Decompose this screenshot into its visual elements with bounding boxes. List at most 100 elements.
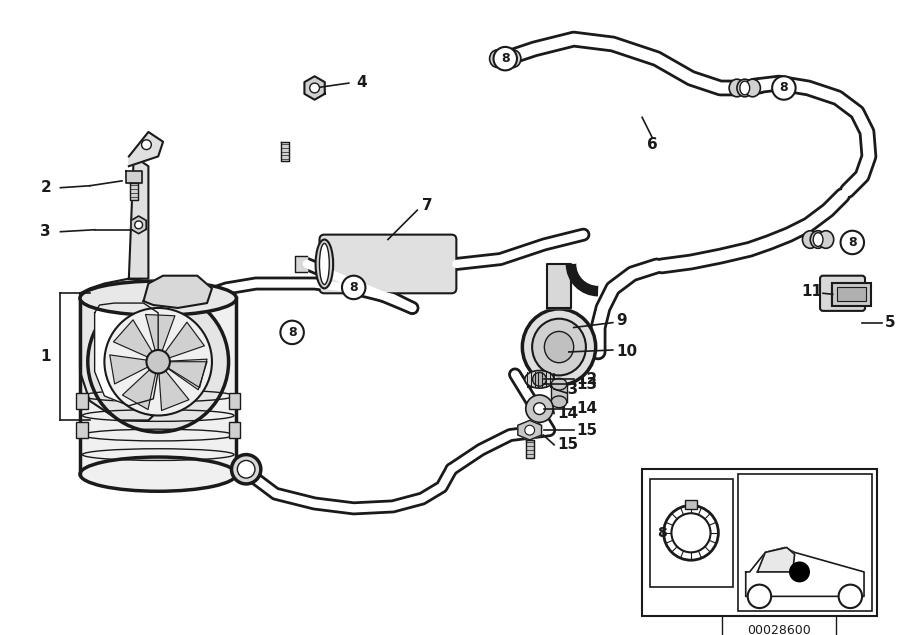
Polygon shape <box>168 359 207 387</box>
Ellipse shape <box>551 378 567 390</box>
Polygon shape <box>518 420 542 440</box>
Ellipse shape <box>525 371 554 388</box>
Text: 1: 1 <box>40 349 51 364</box>
Ellipse shape <box>80 457 237 491</box>
Ellipse shape <box>500 52 510 65</box>
Text: 2: 2 <box>40 180 51 195</box>
Circle shape <box>281 321 304 344</box>
Ellipse shape <box>522 309 596 385</box>
Circle shape <box>526 395 554 422</box>
Bar <box>837 288 866 301</box>
Polygon shape <box>295 256 307 272</box>
Bar <box>650 479 733 587</box>
Polygon shape <box>129 132 163 166</box>
Ellipse shape <box>818 231 833 248</box>
Circle shape <box>789 562 809 582</box>
Circle shape <box>342 276 365 299</box>
FancyBboxPatch shape <box>320 235 456 293</box>
Bar <box>76 422 88 438</box>
Text: 5: 5 <box>885 315 895 330</box>
Text: 15: 15 <box>577 423 598 438</box>
Ellipse shape <box>814 232 823 246</box>
Text: 14: 14 <box>557 406 578 421</box>
FancyBboxPatch shape <box>832 283 871 306</box>
Circle shape <box>533 373 546 386</box>
Ellipse shape <box>505 50 521 67</box>
Text: 8: 8 <box>779 81 788 95</box>
Ellipse shape <box>532 319 586 375</box>
Bar <box>76 393 88 409</box>
Polygon shape <box>282 142 289 161</box>
Ellipse shape <box>80 281 237 316</box>
Circle shape <box>525 425 535 435</box>
Circle shape <box>493 47 517 70</box>
Ellipse shape <box>320 243 329 284</box>
Circle shape <box>141 140 151 150</box>
Polygon shape <box>304 76 325 100</box>
Polygon shape <box>159 371 189 410</box>
Polygon shape <box>94 303 158 406</box>
Polygon shape <box>547 264 571 308</box>
Polygon shape <box>165 322 204 358</box>
Polygon shape <box>131 216 146 234</box>
Bar <box>685 500 697 509</box>
Polygon shape <box>758 547 795 572</box>
Text: 9: 9 <box>616 313 627 328</box>
Ellipse shape <box>803 231 818 248</box>
Ellipse shape <box>231 455 261 484</box>
Text: 11: 11 <box>801 284 822 299</box>
Circle shape <box>534 403 545 415</box>
Ellipse shape <box>745 79 760 97</box>
Text: 14: 14 <box>577 401 598 416</box>
Polygon shape <box>130 183 138 201</box>
Ellipse shape <box>544 331 573 363</box>
Ellipse shape <box>551 396 567 408</box>
Text: 7: 7 <box>422 198 433 213</box>
Text: 13: 13 <box>577 377 598 392</box>
Circle shape <box>104 308 212 415</box>
Text: 00028600: 00028600 <box>747 624 811 635</box>
Text: 12: 12 <box>557 367 579 382</box>
Text: 8: 8 <box>848 236 857 249</box>
Polygon shape <box>167 362 207 390</box>
Polygon shape <box>126 171 141 183</box>
Ellipse shape <box>498 50 513 67</box>
Ellipse shape <box>238 460 255 478</box>
Text: 4: 4 <box>356 75 367 90</box>
Polygon shape <box>80 279 173 420</box>
Bar <box>738 474 872 611</box>
Polygon shape <box>122 370 156 410</box>
Circle shape <box>772 76 796 100</box>
Circle shape <box>841 231 864 254</box>
Ellipse shape <box>810 231 826 248</box>
Polygon shape <box>146 314 175 351</box>
Ellipse shape <box>490 50 505 67</box>
Ellipse shape <box>740 81 750 95</box>
Text: 8: 8 <box>349 281 358 294</box>
Polygon shape <box>113 320 152 357</box>
Polygon shape <box>143 276 212 308</box>
Ellipse shape <box>316 239 333 288</box>
Circle shape <box>310 83 320 93</box>
Text: 3: 3 <box>40 224 51 239</box>
Bar <box>642 469 877 616</box>
Text: 12: 12 <box>577 372 598 387</box>
Bar <box>229 422 240 438</box>
Ellipse shape <box>737 79 752 97</box>
Bar <box>229 393 240 409</box>
Text: 13: 13 <box>557 382 578 397</box>
Text: 8: 8 <box>501 52 509 65</box>
Circle shape <box>839 585 862 608</box>
Circle shape <box>671 513 710 552</box>
Circle shape <box>147 350 170 373</box>
Circle shape <box>663 505 718 560</box>
Polygon shape <box>129 156 148 279</box>
Text: 8: 8 <box>657 526 667 540</box>
Text: 15: 15 <box>557 438 578 452</box>
Text: 6: 6 <box>646 137 657 152</box>
Circle shape <box>135 221 142 229</box>
Polygon shape <box>110 355 148 384</box>
Text: 8: 8 <box>288 326 296 339</box>
Polygon shape <box>526 440 534 458</box>
Circle shape <box>88 291 229 432</box>
